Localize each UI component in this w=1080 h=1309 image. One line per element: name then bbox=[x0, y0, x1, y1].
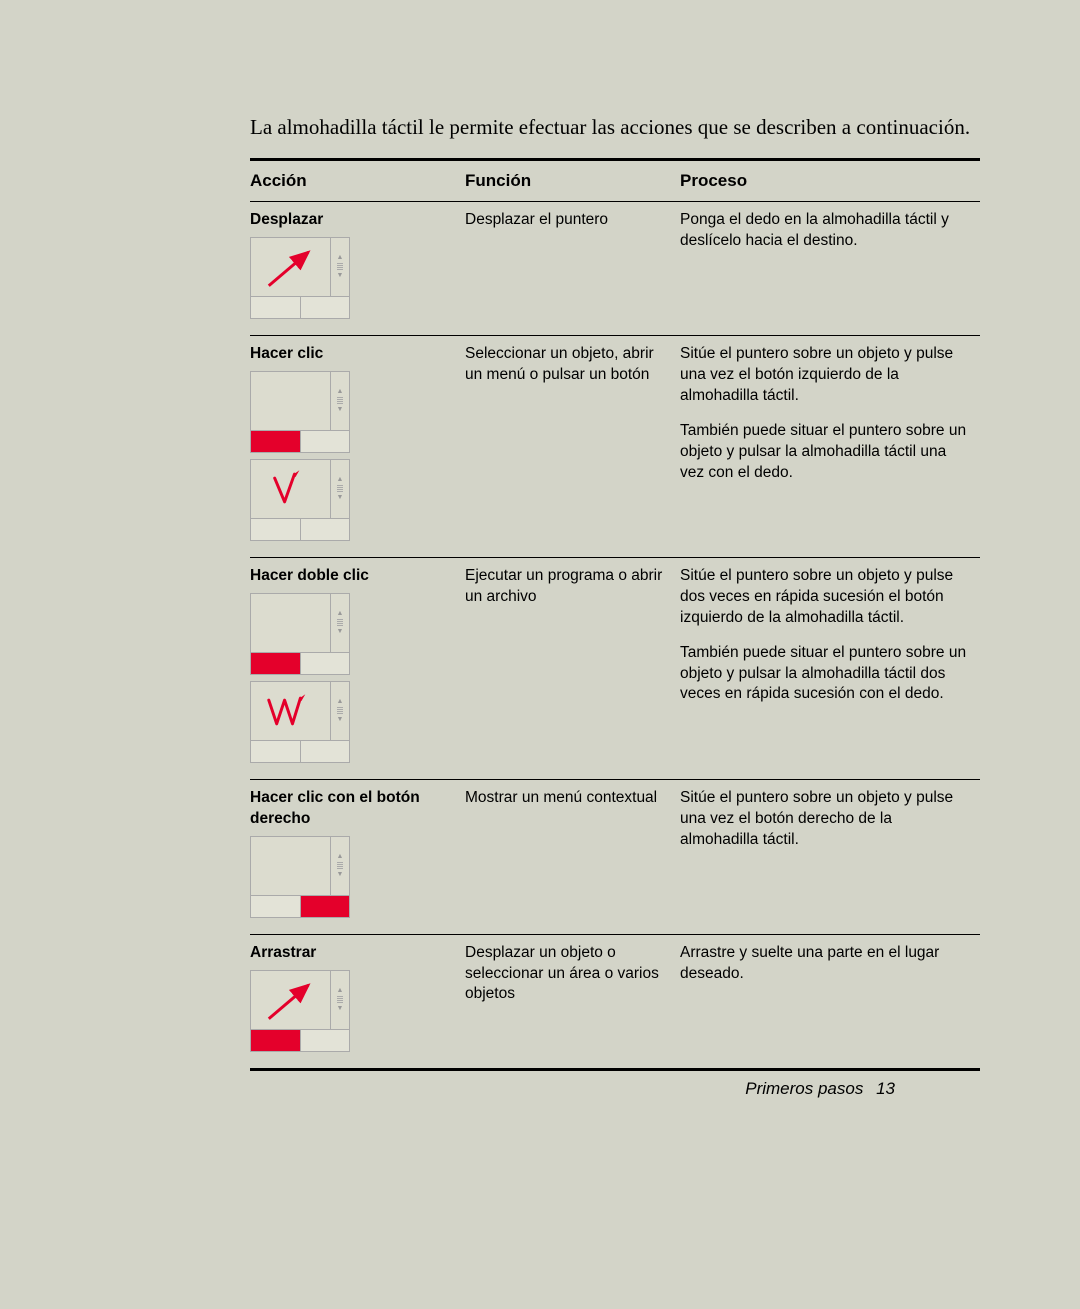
touchpad-right-button-icon bbox=[301, 297, 350, 318]
process-paragraph: También puede situar el puntero sobre un… bbox=[680, 643, 970, 706]
cell-action: Desplazar ▲ ▼ bbox=[250, 202, 465, 336]
cell-function: Ejecutar un programa o abrir un archivo bbox=[465, 557, 680, 779]
touchpad-scroll-strip: ▲ ▼ bbox=[331, 971, 349, 1029]
touchpad-surface bbox=[251, 594, 331, 652]
process-paragraph: Sitúe el puntero sobre un objeto y pulse… bbox=[680, 344, 970, 407]
cell-action: Hacer clic con el botón derecho ▲ ▼ bbox=[250, 779, 465, 934]
gesture-v-icon bbox=[251, 460, 330, 518]
touchpad-left-button-icon bbox=[251, 519, 301, 540]
page-footer: Primeros pasos 13 bbox=[745, 1079, 895, 1099]
cell-function: Mostrar un menú contextual bbox=[465, 779, 680, 934]
touchpad-surface bbox=[251, 372, 331, 430]
cell-function: Desplazar un objeto o seleccionar un áre… bbox=[465, 934, 680, 1069]
touchpad-right-button-icon bbox=[301, 519, 350, 540]
touchpad-diagram: ▲ ▼ bbox=[250, 371, 350, 453]
col-header-process: Proceso bbox=[680, 160, 980, 202]
touchpad-diagram: ▲ ▼ bbox=[250, 237, 350, 319]
touchpad-surface bbox=[251, 837, 331, 895]
gesture-arrow-icon bbox=[251, 238, 330, 296]
touchpad-left-button-icon bbox=[251, 653, 301, 674]
action-label: Desplazar bbox=[250, 210, 455, 231]
gesture-arrow-icon bbox=[251, 971, 330, 1029]
col-header-action: Acción bbox=[250, 160, 465, 202]
touchpad-left-button-icon bbox=[251, 1030, 301, 1051]
touchpad-scroll-strip: ▲ ▼ bbox=[331, 372, 349, 430]
touchpad-diagram: ▲ ▼ bbox=[250, 836, 350, 918]
action-label: Hacer doble clic bbox=[250, 566, 455, 587]
touchpad-surface bbox=[251, 460, 331, 518]
touchpad-scroll-strip: ▲ ▼ bbox=[331, 460, 349, 518]
cell-process: Arrastre y suelte una parte en el lugar … bbox=[680, 934, 980, 1069]
col-header-function: Función bbox=[465, 160, 680, 202]
touchpad-scroll-strip: ▲ ▼ bbox=[331, 238, 349, 296]
touchpad-right-button-icon bbox=[301, 896, 350, 917]
process-paragraph: Ponga el dedo en la almohadilla táctil y… bbox=[680, 210, 970, 252]
process-paragraph: Arrastre y suelte una parte en el lugar … bbox=[680, 943, 970, 985]
table-row: Desplazar ▲ ▼ Desplazar el punteroPonga … bbox=[250, 202, 980, 336]
touchpad-diagram: ▲ ▼ bbox=[250, 970, 350, 1052]
table-row: Hacer clic ▲ ▼ ▲ ▼ Seleccionar un objeto… bbox=[250, 335, 980, 557]
touchpad-right-button-icon bbox=[301, 1030, 350, 1051]
touchpad-diagram: ▲ ▼ bbox=[250, 593, 350, 675]
touchpad-scroll-strip: ▲ ▼ bbox=[331, 837, 349, 895]
action-label: Hacer clic bbox=[250, 344, 455, 365]
touchpad-actions-table: Acción Función Proceso Desplazar ▲ ▼ Des… bbox=[250, 158, 980, 1071]
cell-process: Sitúe el puntero sobre un objeto y pulse… bbox=[680, 335, 980, 557]
action-label: Hacer clic con el botón derecho bbox=[250, 788, 455, 830]
touchpad-left-button-icon bbox=[251, 431, 301, 452]
touchpad-right-button-icon bbox=[301, 741, 350, 762]
action-label: Arrastrar bbox=[250, 943, 455, 964]
touchpad-surface bbox=[251, 238, 331, 296]
cell-function: Seleccionar un objeto, abrir un menú o p… bbox=[465, 335, 680, 557]
touchpad-surface bbox=[251, 971, 331, 1029]
touchpad-left-button-icon bbox=[251, 297, 301, 318]
touchpad-scroll-strip: ▲ ▼ bbox=[331, 594, 349, 652]
table-row: Hacer clic con el botón derecho ▲ ▼ Most… bbox=[250, 779, 980, 934]
cell-function: Desplazar el puntero bbox=[465, 202, 680, 336]
touchpad-right-button-icon bbox=[301, 431, 350, 452]
footer-section: Primeros pasos bbox=[745, 1079, 863, 1098]
touchpad-diagram: ▲ ▼ bbox=[250, 459, 350, 541]
table-row: Arrastrar ▲ ▼ Desplazar un objeto o sele… bbox=[250, 934, 980, 1069]
table-row: Hacer doble clic ▲ ▼ ▲ ▼ Ejecutar un pro… bbox=[250, 557, 980, 779]
process-paragraph: Sitúe el puntero sobre un objeto y pulse… bbox=[680, 788, 970, 851]
cell-process: Ponga el dedo en la almohadilla táctil y… bbox=[680, 202, 980, 336]
gesture-w-icon bbox=[251, 682, 330, 740]
cell-process: Sitúe el puntero sobre un objeto y pulse… bbox=[680, 779, 980, 934]
process-paragraph: También puede situar el puntero sobre un… bbox=[680, 421, 970, 484]
touchpad-left-button-icon bbox=[251, 741, 301, 762]
cell-action: Arrastrar ▲ ▼ bbox=[250, 934, 465, 1069]
process-paragraph: Sitúe el puntero sobre un objeto y pulse… bbox=[680, 566, 970, 629]
cell-action: Hacer doble clic ▲ ▼ ▲ ▼ bbox=[250, 557, 465, 779]
touchpad-diagram: ▲ ▼ bbox=[250, 681, 350, 763]
intro-text: La almohadilla táctil le permite efectua… bbox=[250, 115, 980, 140]
cell-action: Hacer clic ▲ ▼ ▲ ▼ bbox=[250, 335, 465, 557]
touchpad-right-button-icon bbox=[301, 653, 350, 674]
touchpad-left-button-icon bbox=[251, 896, 301, 917]
touchpad-surface bbox=[251, 682, 331, 740]
touchpad-scroll-strip: ▲ ▼ bbox=[331, 682, 349, 740]
footer-page-number: 13 bbox=[876, 1079, 895, 1098]
cell-process: Sitúe el puntero sobre un objeto y pulse… bbox=[680, 557, 980, 779]
